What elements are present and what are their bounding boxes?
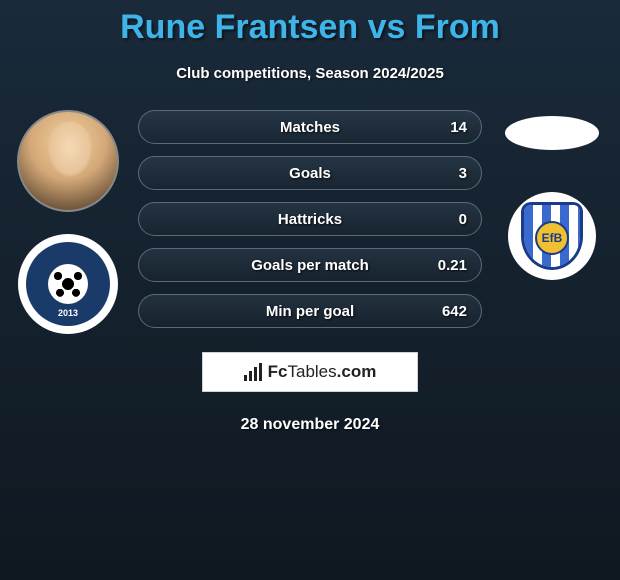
club-logo-left: 2013 bbox=[18, 234, 118, 334]
player-photo-right bbox=[505, 116, 599, 150]
brand-tables: Tables bbox=[288, 362, 337, 381]
stat-right-value: 0.21 bbox=[438, 257, 467, 274]
brand-box: FcTables.com bbox=[202, 352, 418, 392]
club-monogram: EfB bbox=[535, 221, 569, 255]
stat-label: Hattricks bbox=[278, 211, 342, 228]
brand-dotcom: .com bbox=[337, 362, 377, 381]
page-title: Rune Frantsen vs From bbox=[0, 0, 620, 47]
brand-fc: Fc bbox=[268, 362, 288, 381]
stat-label: Matches bbox=[280, 119, 340, 136]
player-photo-left bbox=[17, 110, 119, 212]
club-year: 2013 bbox=[58, 308, 78, 318]
soccer-ball-icon bbox=[48, 264, 88, 304]
date-label: 28 november 2024 bbox=[0, 416, 620, 434]
stat-row-goals: Goals 3 bbox=[138, 156, 482, 190]
comparison-area: 2013 Matches 14 Goals 3 Hattricks 0 Goal… bbox=[0, 110, 620, 334]
stat-label: Goals bbox=[289, 165, 331, 182]
stat-row-goals-per-match: Goals per match 0.21 bbox=[138, 248, 482, 282]
stat-row-matches: Matches 14 bbox=[138, 110, 482, 144]
stat-label: Goals per match bbox=[251, 257, 369, 274]
stat-right-value: 642 bbox=[442, 303, 467, 320]
stat-row-min-per-goal: Min per goal 642 bbox=[138, 294, 482, 328]
club-logo-right: EfB bbox=[508, 192, 596, 280]
stat-right-value: 3 bbox=[459, 165, 467, 182]
left-column: 2013 bbox=[8, 110, 128, 334]
brand-text: FcTables.com bbox=[268, 362, 377, 382]
stat-right-value: 0 bbox=[459, 211, 467, 228]
bar-chart-icon bbox=[244, 363, 262, 381]
stat-row-hattricks: Hattricks 0 bbox=[138, 202, 482, 236]
right-column: EfB bbox=[492, 110, 612, 280]
stat-label: Min per goal bbox=[266, 303, 354, 320]
subtitle: Club competitions, Season 2024/2025 bbox=[0, 65, 620, 82]
stats-column: Matches 14 Goals 3 Hattricks 0 Goals per… bbox=[128, 110, 492, 328]
stat-right-value: 14 bbox=[450, 119, 467, 136]
